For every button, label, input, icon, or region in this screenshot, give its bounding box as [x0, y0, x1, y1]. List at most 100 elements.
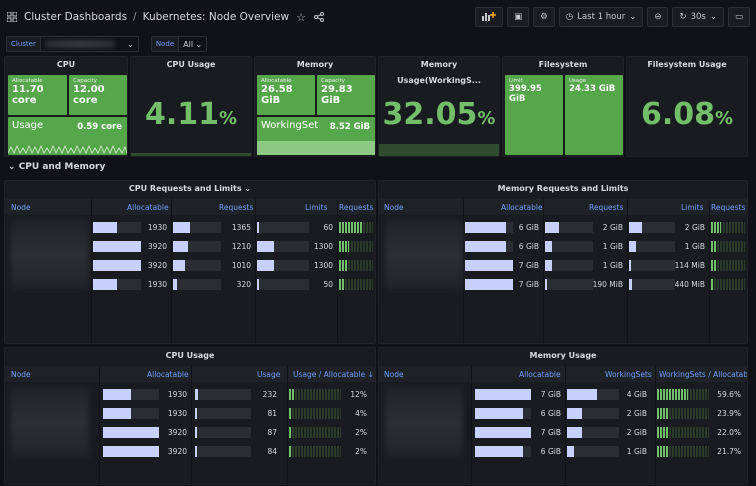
requests-ratio-gauge-fill	[339, 279, 344, 290]
dashboards-grid-icon[interactable]	[6, 11, 18, 23]
column-header-4[interactable]: Requests /	[711, 203, 748, 212]
workingsets-ratio-gauge	[657, 427, 709, 438]
table-row[interactable]: 1930 320 50	[5, 275, 375, 294]
table-row[interactable]: 1930 81 4%	[5, 404, 375, 423]
workingsets-bar-fill	[567, 446, 574, 457]
usage-ratio-gauge-fill	[289, 389, 295, 400]
table-row[interactable]: 1930 1365 60	[5, 218, 375, 237]
filesystem-usage-panel[interactable]: Filesystem Usage 6.08%	[626, 56, 748, 157]
column-header-1[interactable]: Allocatable	[519, 370, 561, 379]
filesystem-panel[interactable]: Filesystem Limit 399.95 GiB Usage 24.33 …	[502, 56, 624, 157]
cpu-panel[interactable]: CPU Allocatable 11.70 core Capacity 12.0…	[4, 56, 128, 157]
column-header-1[interactable]: Allocatable	[127, 203, 169, 212]
star-icon[interactable]: ☆	[296, 10, 307, 24]
memory-usage-panel[interactable]: Memory Usage(WorkingS... 32.05%	[378, 56, 500, 157]
settings-button[interactable]: ⚙	[533, 7, 555, 27]
row-cpu-and-memory[interactable]: ⌄ CPU and Memory	[8, 162, 105, 172]
stat-label: Capacity	[321, 78, 346, 84]
page-title[interactable]: Kubernetes: Node Overview	[142, 11, 290, 23]
stat-value: 12.00 core	[73, 84, 105, 106]
column-header-2[interactable]: Usage	[257, 370, 281, 379]
column-header-0[interactable]: Node	[384, 370, 404, 379]
requests-ratio-gauge-fill	[339, 260, 348, 271]
allocatable-value: 6 GiB	[540, 409, 561, 418]
memory-requests-limits-panel[interactable]: Memory Requests and Limits Node Allocatabl…	[378, 180, 748, 344]
table-row[interactable]: 6 GiB 1 GiB 1 GiB	[379, 237, 747, 256]
cpu-usage-panel[interactable]: CPU Usage 4.11%	[130, 56, 252, 157]
column-separator	[627, 199, 628, 343]
zoom-out-button[interactable]: ⊖	[647, 7, 669, 27]
column-header-0[interactable]: Node	[384, 203, 404, 212]
requests-bar-fill	[545, 279, 547, 290]
table-row[interactable]: 7 GiB 1 GiB 114 MiB	[379, 256, 747, 275]
requests-ratio-gauge-fill	[339, 222, 363, 233]
usage-ratio-gauge-fill	[289, 427, 291, 438]
table-row[interactable]: 7 GiB 4 GiB 59.6%	[379, 385, 747, 404]
allocatable-bar	[465, 241, 513, 252]
panel-title: CPU Usage	[165, 351, 215, 360]
column-header-3[interactable]: Limits	[305, 203, 328, 212]
column-separator	[565, 366, 566, 484]
time-picker-button[interactable]: ◷ Last 1 hour ⌄	[558, 7, 644, 27]
refresh-icon: ↻	[679, 12, 687, 22]
panel-title: CPU	[56, 60, 76, 69]
save-dashboard-button[interactable]: ▣	[507, 7, 530, 27]
stat-value: 29.83 GiB	[321, 84, 353, 106]
workingset-sparkline-area	[257, 141, 375, 155]
memory-usage-table-panel[interactable]: Memory Usage Node Allocatable WorkingSets Wo…	[378, 347, 748, 485]
column-separator	[709, 199, 710, 343]
cluster-value-redacted	[44, 40, 115, 48]
node-select[interactable]: All ⌄	[179, 36, 208, 52]
allocatable-bar	[475, 408, 531, 419]
allocatable-bar	[103, 427, 159, 438]
column-header-0[interactable]: Node	[11, 203, 31, 212]
table-row[interactable]: 3920 1210 1300	[5, 237, 375, 256]
column-header-3[interactable]: Usage / Allocatable ↓	[293, 370, 374, 379]
requests-ratio-gauge-fill	[711, 279, 713, 290]
column-header-0[interactable]: Node	[11, 370, 31, 379]
table-row[interactable]: 6 GiB 2 GiB 23.9%	[379, 404, 747, 423]
tv-mode-button[interactable]: ▭	[727, 7, 750, 27]
limits-value: 60	[323, 223, 333, 232]
requests-value: 190 MiB	[592, 280, 623, 289]
column-header-3[interactable]: WorkingSets / Allocatab	[659, 370, 748, 379]
stat-label: Allocatable	[261, 78, 292, 84]
zoom-out-icon: ⊖	[654, 12, 662, 22]
refresh-interval[interactable]: 30s	[690, 12, 706, 22]
column-header-1[interactable]: Allocatable	[147, 370, 189, 379]
column-header-2[interactable]: Requests	[589, 203, 624, 212]
refresh-button[interactable]: ↻ 30s ⌄	[672, 7, 724, 27]
chevron-down-icon: ⌄	[8, 162, 16, 172]
add-panel-button[interactable]	[475, 7, 504, 27]
cpu-usage-table-panel[interactable]: CPU Usage Node Allocatable Usage Usage / All…	[4, 347, 376, 485]
table-row[interactable]: 3920 87 2%	[5, 423, 375, 442]
stat-value: 24.33 GiB	[569, 84, 616, 94]
cpu-requests-limits-panel[interactable]: CPU Requests and Limits ⌄ Node Allocatable…	[4, 180, 376, 344]
workingsets-ratio-gauge-fill	[657, 446, 668, 457]
table-row[interactable]: 6 GiB 2 GiB 2 GiB	[379, 218, 747, 237]
column-separator	[337, 199, 338, 343]
cluster-select[interactable]: ⌄	[40, 36, 139, 52]
share-icon[interactable]	[313, 11, 325, 23]
table-row[interactable]: 3920 1010 1300	[5, 256, 375, 275]
requests-ratio-gauge	[711, 222, 745, 233]
breadcrumb-root[interactable]: Cluster Dashboards	[24, 11, 128, 23]
allocatable-value: 1930	[167, 390, 187, 399]
table-row[interactable]: 1930 232 12%	[5, 385, 375, 404]
stat-value: 399.95 GiB	[509, 84, 542, 104]
column-header-2[interactable]: WorkingSets	[605, 370, 652, 379]
column-header-3[interactable]: Limits	[681, 203, 704, 212]
column-header-1[interactable]: Allocatable	[501, 203, 543, 212]
table-row[interactable]: 7 GiB 190 MiB 440 MiB	[379, 275, 747, 294]
limits-bar-fill	[629, 241, 636, 252]
panel-title: Filesystem Usage	[647, 60, 727, 69]
table-row[interactable]: 3920 84 2%	[5, 442, 375, 461]
table-row[interactable]: 6 GiB 1 GiB 21.7%	[379, 442, 747, 461]
column-header-4[interactable]: Requests /	[339, 203, 376, 212]
limits-value: 50	[323, 280, 333, 289]
limits-value: 114 MiB	[674, 261, 705, 270]
big-number: 32.05	[382, 97, 478, 132]
column-header-2[interactable]: Requests	[219, 203, 254, 212]
memory-panel[interactable]: Memory Allocatable 26.58 GiB Capacity 29…	[254, 56, 376, 157]
table-row[interactable]: 7 GiB 2 GiB 22.0%	[379, 423, 747, 442]
